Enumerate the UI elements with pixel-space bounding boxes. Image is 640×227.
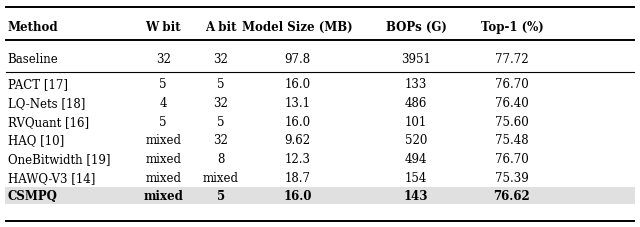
Text: 76.70: 76.70 [495, 78, 529, 91]
Text: LQ-Nets [18]: LQ-Nets [18] [8, 96, 85, 110]
Text: PACT [17]: PACT [17] [8, 78, 68, 91]
Text: 77.72: 77.72 [495, 52, 529, 66]
Text: 76.62: 76.62 [493, 190, 531, 203]
Text: 154: 154 [405, 171, 427, 184]
Text: 75.60: 75.60 [495, 115, 529, 128]
Text: OneBitwidth [19]: OneBitwidth [19] [8, 152, 110, 165]
Text: 97.8: 97.8 [285, 52, 310, 66]
Text: 12.3: 12.3 [285, 152, 310, 165]
Text: 5: 5 [217, 78, 225, 91]
Text: 133: 133 [405, 78, 427, 91]
Text: 16.0: 16.0 [285, 115, 310, 128]
Text: 76.40: 76.40 [495, 96, 529, 110]
Text: 101: 101 [405, 115, 427, 128]
Text: mixed: mixed [203, 171, 239, 184]
Text: 32: 32 [213, 96, 228, 110]
Text: 32: 32 [156, 52, 171, 66]
Text: 32: 32 [213, 134, 228, 147]
Text: 13.1: 13.1 [285, 96, 310, 110]
Text: 76.70: 76.70 [495, 152, 529, 165]
Text: 143: 143 [404, 190, 428, 203]
Text: mixed: mixed [145, 134, 181, 147]
Text: 5: 5 [159, 115, 167, 128]
Text: 9.62: 9.62 [285, 134, 310, 147]
Text: Top-1 (%): Top-1 (%) [481, 21, 543, 34]
Text: A bit: A bit [205, 21, 237, 34]
Bar [5, 187, 635, 205]
Text: 32: 32 [213, 52, 228, 66]
Text: mixed: mixed [145, 152, 181, 165]
Text: 3951: 3951 [401, 52, 431, 66]
Text: Method: Method [8, 21, 58, 34]
Text: 16.0: 16.0 [284, 190, 312, 203]
Text: HAQ [10]: HAQ [10] [8, 134, 64, 147]
Text: 486: 486 [405, 96, 427, 110]
Text: Baseline: Baseline [8, 52, 58, 66]
Text: mixed: mixed [143, 190, 183, 203]
Text: 75.39: 75.39 [495, 171, 529, 184]
Text: 16.0: 16.0 [285, 78, 310, 91]
Text: RVQuant [16]: RVQuant [16] [8, 115, 89, 128]
Text: Model Size (MB): Model Size (MB) [243, 21, 353, 34]
Text: 494: 494 [404, 152, 428, 165]
Text: 520: 520 [405, 134, 427, 147]
Text: 4: 4 [159, 96, 167, 110]
Text: 18.7: 18.7 [285, 171, 310, 184]
Text: 5: 5 [159, 78, 167, 91]
Text: BOPs (G): BOPs (G) [385, 21, 447, 34]
Text: CSMPQ: CSMPQ [8, 190, 58, 203]
Text: 5: 5 [217, 190, 225, 203]
Text: mixed: mixed [145, 171, 181, 184]
Text: W bit: W bit [145, 21, 181, 34]
Text: 5: 5 [217, 115, 225, 128]
Text: HAWQ-V3 [14]: HAWQ-V3 [14] [8, 171, 95, 184]
Text: 8: 8 [217, 152, 225, 165]
Text: 75.48: 75.48 [495, 134, 529, 147]
